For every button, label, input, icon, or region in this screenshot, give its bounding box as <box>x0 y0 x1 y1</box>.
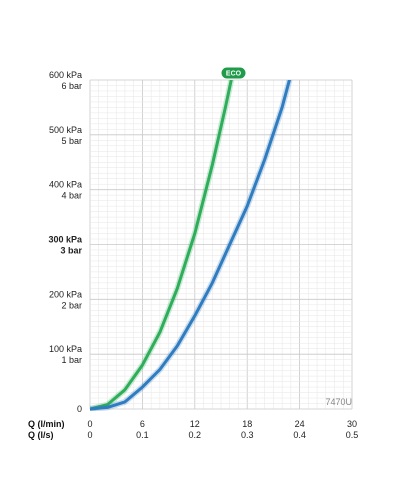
y-tick-label-bar: 2 bar <box>61 300 82 310</box>
y-tick-label-bar: 3 bar <box>60 246 82 256</box>
x-tick-label-lmin: 18 <box>242 419 252 429</box>
y-tick-label-kpa: 600 kPa <box>49 70 82 80</box>
series-line-eco <box>90 80 233 411</box>
y-tick-label-kpa: 300 kPa <box>48 235 83 245</box>
x-tick-label-ls: 0.5 <box>346 430 359 440</box>
series-line-standard <box>90 80 291 411</box>
y-tick-label-kpa: 0 <box>77 404 82 414</box>
x-tick-label-lmin: 12 <box>190 419 200 429</box>
y-tick-label-bar: 4 bar <box>61 191 82 201</box>
x-axis-labels: Q (l/min)Q (l/s) 00 60.1 120.2 180.3 240.4 300… <box>28 419 358 440</box>
x-tick-label-ls: 0.1 <box>136 430 149 440</box>
y-tick-label-bar: 5 bar <box>61 136 82 146</box>
y-tick-label-kpa: 200 kPa <box>49 289 82 299</box>
x-axis-title-lmin: Q (l/min) <box>28 419 65 429</box>
x-tick-label-ls: 0 <box>87 430 92 440</box>
x-axis-title-ls: Q (l/s) <box>28 430 54 440</box>
y-tick-label-kpa: 500 kPa <box>49 125 82 135</box>
y-tick-label-kpa: 400 kPa <box>49 180 82 190</box>
x-tick-label-lmin: 30 <box>347 419 357 429</box>
product-code-label: 7470U <box>325 397 352 407</box>
x-tick-label-ls: 0.2 <box>189 430 202 440</box>
series-line-glow <box>90 80 235 411</box>
eco-badge-label: ECO <box>226 71 242 78</box>
x-tick-label-lmin: 6 <box>140 419 145 429</box>
x-tick-label-ls: 0.4 <box>293 430 306 440</box>
y-tick-label-bar: 6 bar <box>61 81 82 91</box>
x-tick-label-lmin: 0 <box>87 419 92 429</box>
x-tick-label-lmin: 24 <box>295 419 305 429</box>
y-tick-label-kpa: 100 kPa <box>49 344 82 354</box>
chart-series <box>90 80 293 411</box>
eco-badge: ECO <box>220 66 247 80</box>
x-tick-label-ls: 0.3 <box>241 430 254 440</box>
y-tick-label-bar: 1 bar <box>61 355 82 365</box>
